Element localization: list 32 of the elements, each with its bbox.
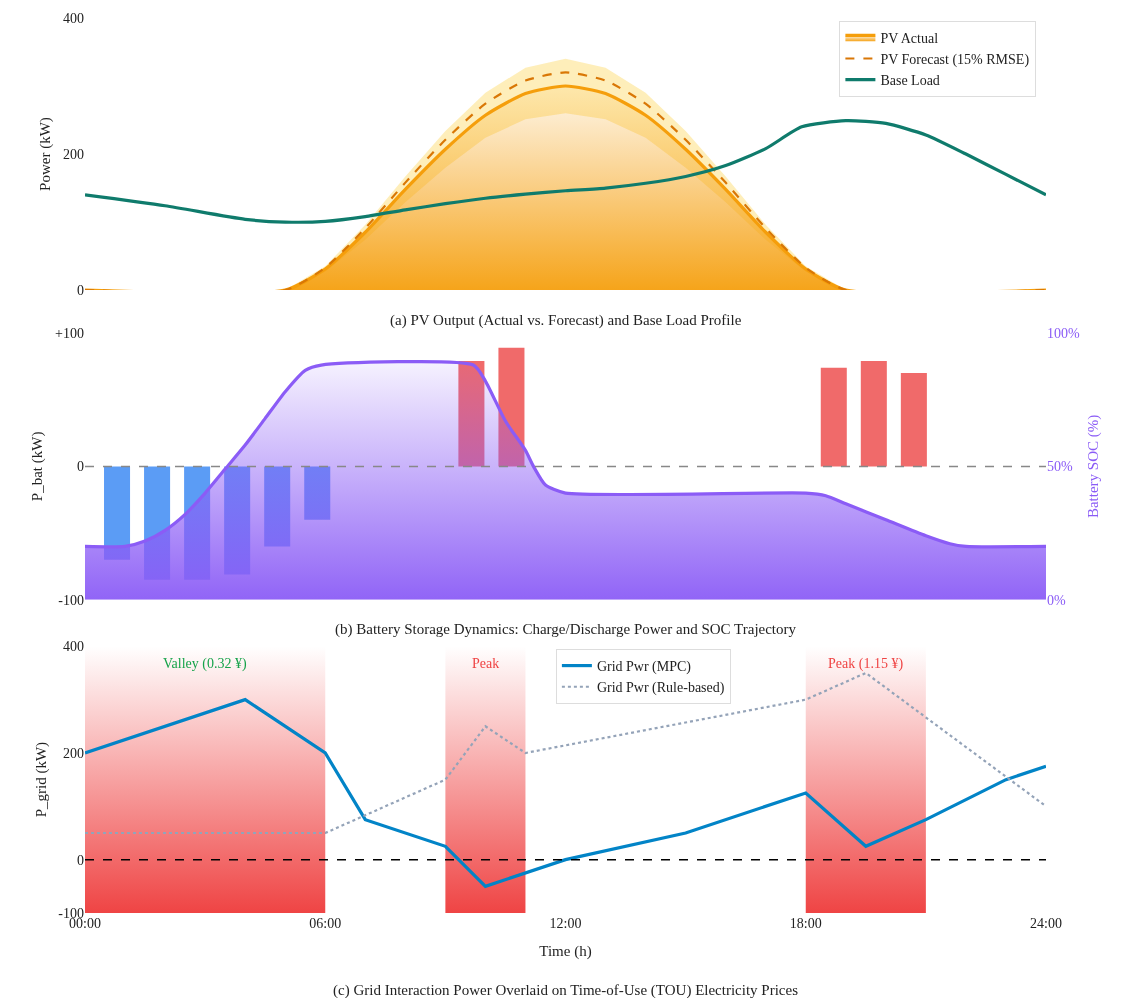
band-label: Peak bbox=[472, 656, 500, 671]
y-tick-label: 200 bbox=[63, 146, 84, 162]
y-tick-label: -100 bbox=[58, 592, 84, 608]
y-axis-title: P_bat (kW) bbox=[29, 431, 47, 502]
x-tick-label: 12:00 bbox=[549, 916, 582, 931]
y-axis-title: Power (kW) bbox=[37, 117, 55, 191]
text: (b) Battery Storage Dynamics: Charge/Discharge Power and SOC Trajectory bbox=[335, 621, 797, 638]
y-tick-label: 400 bbox=[63, 10, 84, 26]
legend-label: PV Forecast (15% RMSE) bbox=[880, 51, 1030, 68]
text: (c) Grid Interaction Power Overlaid on Time-of-Use (TOU) Electricity Prices bbox=[333, 982, 799, 998]
band-label: Peak (1.15 ¥) bbox=[828, 656, 904, 672]
y-tick-label: 0 bbox=[77, 459, 84, 475]
y-tick-label: 0 bbox=[77, 852, 84, 868]
y2-tick-label: 0% bbox=[1047, 592, 1066, 608]
band-label: Valley (0.32 ¥) bbox=[163, 656, 247, 672]
legend-label: Grid Pwr (MPC) bbox=[596, 659, 692, 676]
y-tick-label: 0 bbox=[77, 282, 84, 298]
y-tick-label: 200 bbox=[63, 745, 84, 761]
x-tick-label: 24:00 bbox=[1030, 916, 1062, 931]
x-tick-label: 18:00 bbox=[789, 916, 822, 931]
y-axis-title: P_grid (kW) bbox=[32, 741, 50, 818]
y-tick-label: +100 bbox=[55, 325, 84, 341]
x-tick-label: 06:00 bbox=[309, 916, 342, 931]
legend-label: Grid Pwr (Rule-based) bbox=[596, 680, 725, 697]
y2-tick-label: 50% bbox=[1047, 459, 1073, 475]
y2-axis-title: Battery SOC (%) bbox=[1085, 414, 1102, 519]
legend-label: PV Actual bbox=[880, 30, 939, 46]
legend-label: Base Load bbox=[880, 73, 940, 89]
text: (a) PV Output (Actual vs. Forecast) and Base Load Profile bbox=[390, 312, 742, 329]
x-axis-title: Time (h) bbox=[539, 943, 592, 960]
y-tick-label: 400 bbox=[63, 639, 84, 655]
y2-tick-label: 100% bbox=[1047, 325, 1080, 341]
